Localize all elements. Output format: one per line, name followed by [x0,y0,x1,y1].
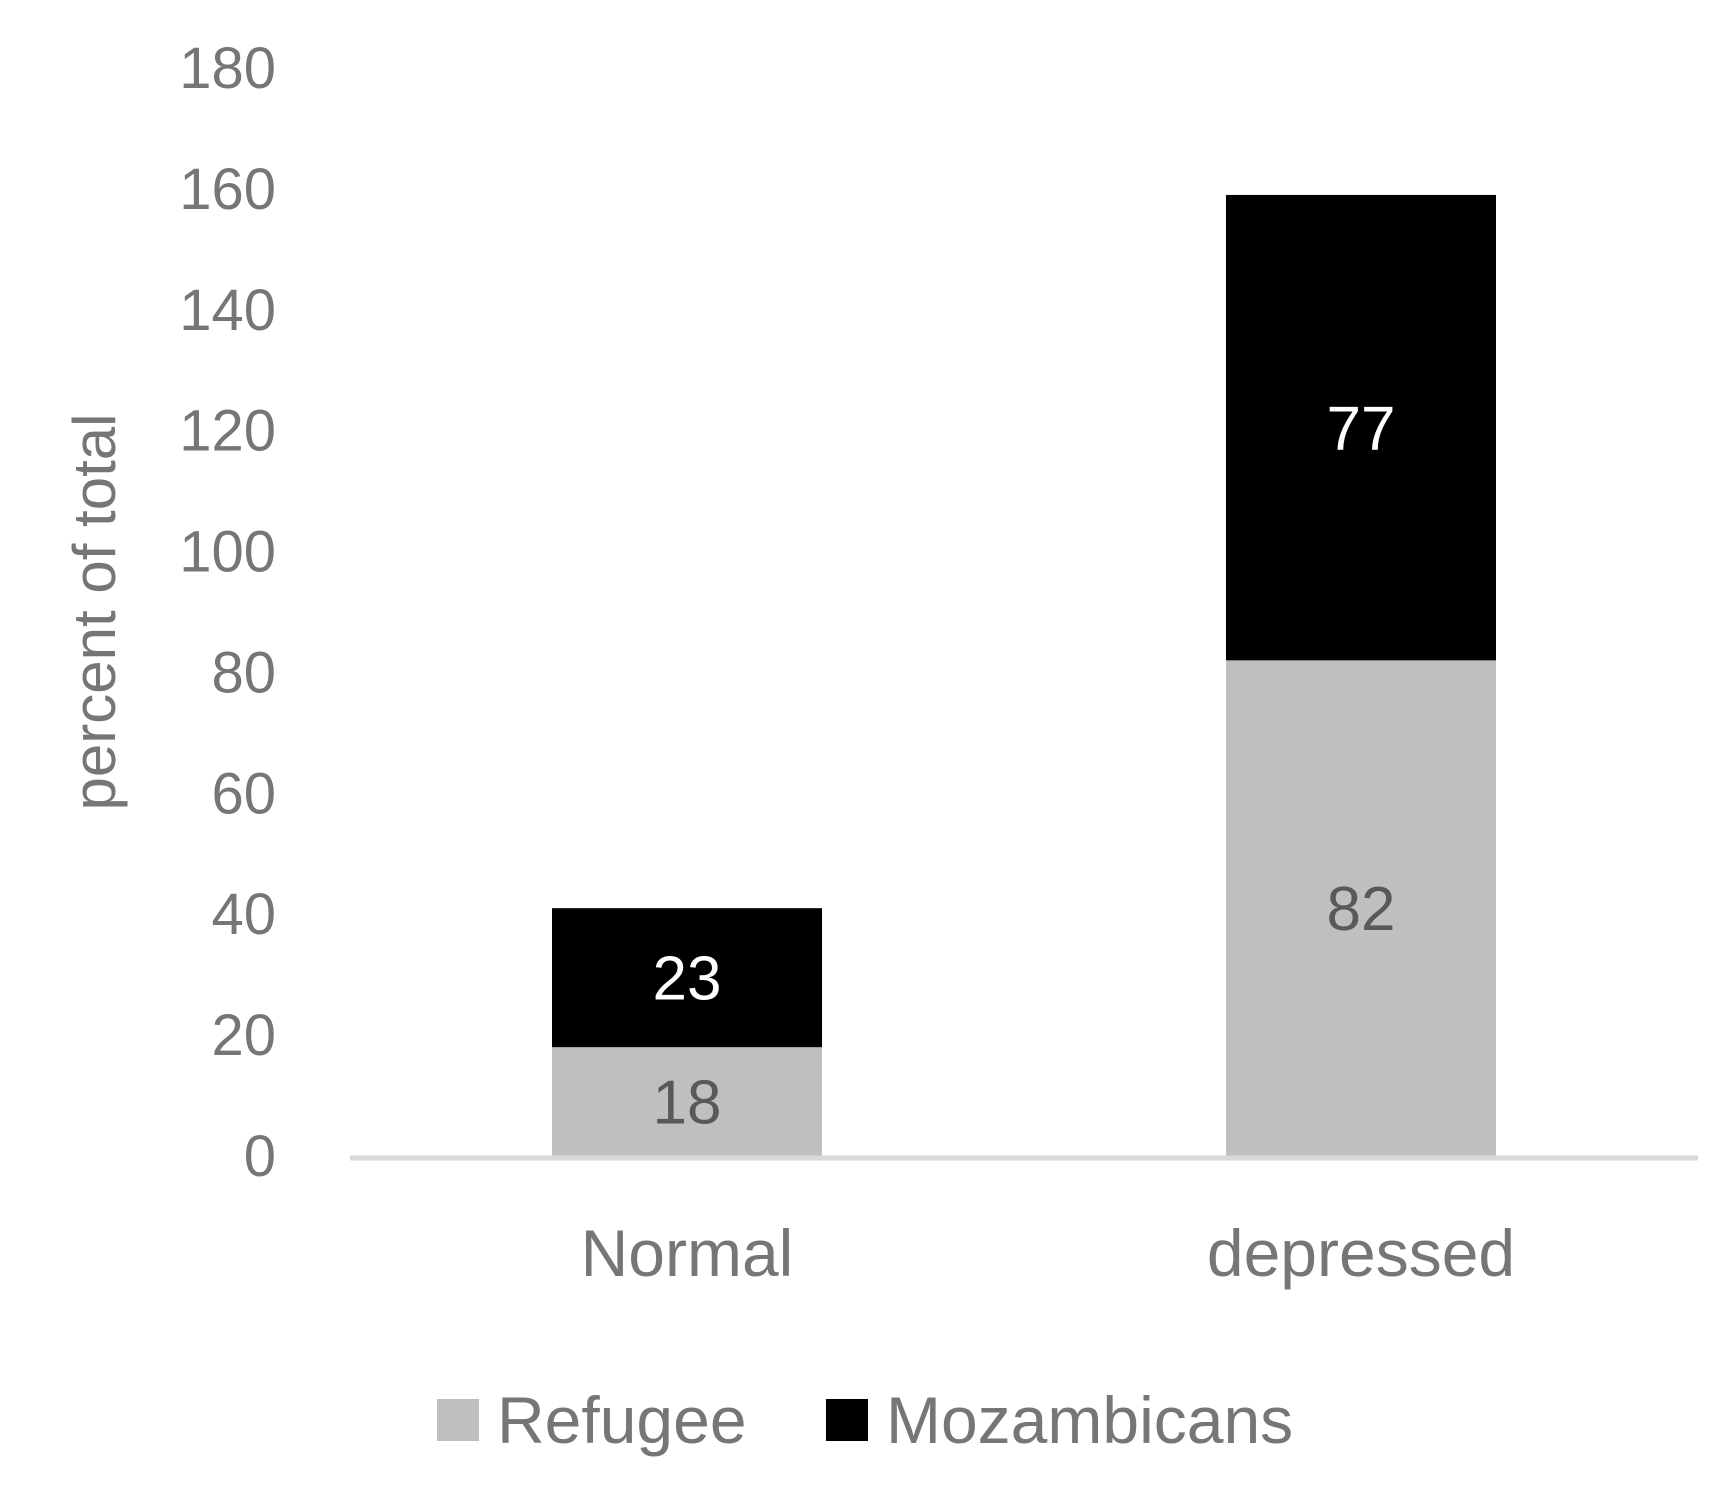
legend-swatch-mozambicans [826,1399,868,1441]
y-tick-label: 0 [244,1124,276,1189]
data-label-refugee-depressed: 82 [1327,875,1396,944]
data-label-mozambicans-normal: 23 [653,945,722,1014]
x-category-label: Normal [581,1216,794,1290]
bar-refugee-normal [552,1047,822,1156]
y-tick-label: 20 [211,1003,276,1068]
y-axis-ticks: 0 20 40 60 80 100 120 140 160 180 [179,36,276,1189]
legend-label-mozambicans: Mozambicans [886,1383,1293,1457]
y-tick-label: 60 [211,761,276,826]
x-category-label: depressed [1207,1216,1515,1290]
bars [552,194,1496,1156]
y-tick-label: 100 [179,520,276,585]
y-tick-label: 180 [179,36,276,101]
data-label-mozambicans-depressed: 77 [1327,395,1396,464]
bar-refugee-depressed [1226,660,1496,1156]
y-tick-label: 40 [211,882,276,947]
legend: Refugee Mozambicans [437,1383,1293,1457]
y-tick-label: 160 [179,157,276,222]
bar-mozambicans-normal [552,908,822,1048]
x-axis-categories: Normal depressed [581,1216,1515,1290]
data-label-refugee-normal: 18 [653,1069,722,1138]
data-labels: 18 23 82 77 [653,395,1396,1138]
bar-mozambicans-depressed [1226,194,1496,661]
y-axis-title: percent of total [61,414,128,811]
y-tick-label: 80 [211,640,276,705]
legend-swatch-refugee [437,1399,479,1441]
legend-label-refugee: Refugee [497,1383,747,1457]
y-tick-label: 140 [179,278,276,343]
y-tick-label: 120 [179,399,276,464]
